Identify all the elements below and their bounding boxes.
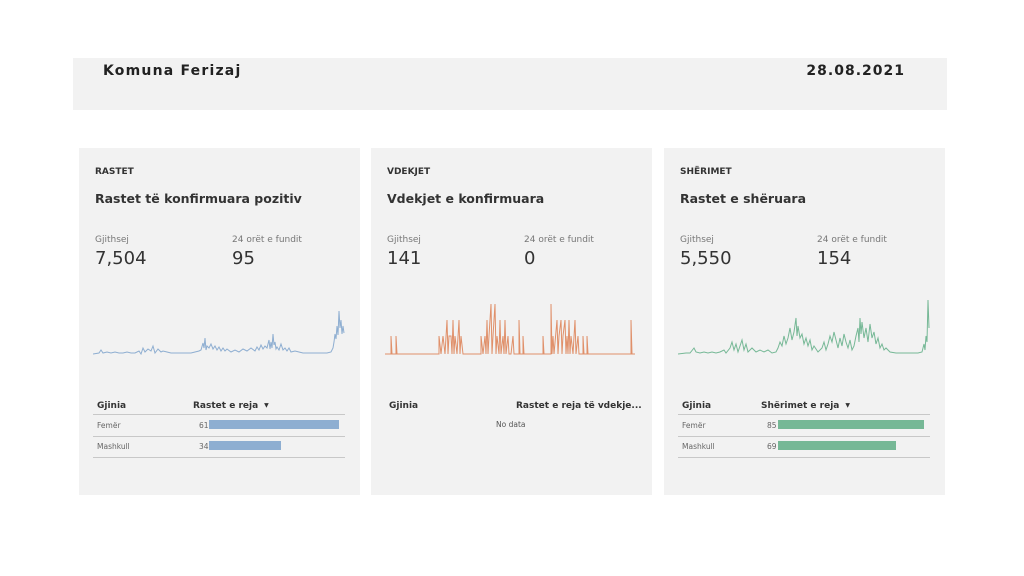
row-value: 85 xyxy=(767,421,777,430)
gender-label: Mashkull xyxy=(97,442,130,451)
gender-label: Femër xyxy=(97,421,121,430)
last24-label: 24 orët e fundit xyxy=(524,235,594,245)
total-label: Gjithsej xyxy=(680,235,714,245)
municipality-title: Komuna Ferizaj xyxy=(103,63,242,79)
table-row: Mashkull 69 xyxy=(678,436,930,458)
last24-value: 0 xyxy=(524,248,536,269)
new-cases-column-header[interactable]: Rastet e reja ▼ xyxy=(193,401,269,411)
last24-label: 24 orët e fundit xyxy=(232,235,302,245)
sort-desc-icon[interactable]: ▼ xyxy=(845,402,850,409)
measure-header-label: Shërimet e reja xyxy=(761,401,840,411)
row-value: 69 xyxy=(767,442,777,451)
table-row: Femër 61 xyxy=(93,414,345,437)
gender-column-header: Gjinia xyxy=(97,401,127,411)
row-value: 34 xyxy=(199,442,209,451)
measure-header-label: Rastet e reja xyxy=(193,401,259,411)
card-heading: Rastet e shëruara xyxy=(680,191,807,206)
last24-value: 95 xyxy=(232,248,255,269)
new-deaths-column-header[interactable]: Rastet e reja të vdekje... xyxy=(516,401,642,411)
table-row: Femër 85 xyxy=(678,414,930,437)
header-bar: Komuna Ferizaj 28.08.2021 xyxy=(73,58,947,110)
cases-card: RASTET Rastet të konfirmuara pozitiv Gji… xyxy=(79,148,360,495)
gender-column-header: Gjinia xyxy=(389,401,419,411)
report-date: 28.08.2021 xyxy=(806,63,905,79)
value-bar xyxy=(778,441,896,450)
recoveries-trend-sparkline xyxy=(678,299,930,355)
card-heading: Rastet të konfirmuara pozitiv xyxy=(95,191,302,206)
last24-label: 24 orët e fundit xyxy=(817,235,887,245)
section-label: RASTET xyxy=(95,167,134,177)
row-value: 61 xyxy=(199,421,209,430)
new-recoveries-column-header[interactable]: Shërimet e reja ▼ xyxy=(761,401,850,411)
last24-value: 154 xyxy=(817,248,852,269)
card-heading: Vdekjet e konfirmuara xyxy=(387,191,545,206)
total-label: Gjithsej xyxy=(95,235,129,245)
value-bar xyxy=(209,420,339,429)
total-label: Gjithsej xyxy=(387,235,421,245)
total-value: 7,504 xyxy=(95,248,147,269)
sort-desc-icon[interactable]: ▼ xyxy=(264,402,269,409)
no-data-message: No data xyxy=(496,420,526,429)
section-label: VDEKJET xyxy=(387,167,431,177)
deaths-card: VDEKJET Vdekjet e konfirmuara Gjithsej 1… xyxy=(371,148,652,495)
section-label: SHËRIMET xyxy=(680,167,732,177)
deaths-trend-sparkline xyxy=(385,303,635,355)
recoveries-card: SHËRIMET Rastet e shëruara Gjithsej 5,55… xyxy=(664,148,945,495)
value-bar xyxy=(209,441,281,450)
value-bar xyxy=(778,420,924,429)
cases-trend-sparkline xyxy=(93,310,345,356)
total-value: 141 xyxy=(387,248,422,269)
total-value: 5,550 xyxy=(680,248,732,269)
gender-label: Femër xyxy=(682,421,706,430)
table-row: Mashkull 34 xyxy=(93,436,345,458)
gender-column-header: Gjinia xyxy=(682,401,712,411)
gender-label: Mashkull xyxy=(682,442,715,451)
